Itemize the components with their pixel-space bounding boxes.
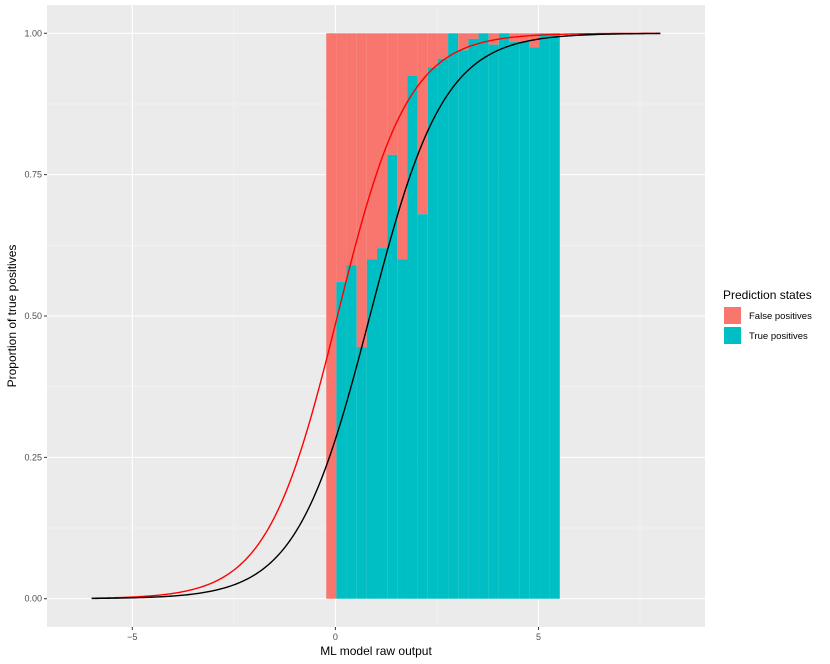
y-tick-label: 0.75 [24, 170, 42, 180]
y-axis-title: Proportion of true positives [5, 245, 19, 388]
bar-false-positives [346, 33, 357, 266]
bar-false-positives [407, 33, 418, 76]
bar-false-positives [377, 33, 388, 249]
bar-false-positives [356, 33, 367, 348]
bar-false-positives [519, 33, 530, 42]
bar-true-positives [366, 259, 378, 599]
y-axis: 0.00 0.25 0.50 0.75 1.00 [24, 28, 47, 604]
bar-true-positives [387, 154, 398, 599]
bar-true-positives [488, 44, 499, 599]
legend-title: Prediction states [723, 288, 812, 302]
x-axis: −5 0 5 [127, 627, 541, 642]
black-logistic-curve [91, 32, 661, 600]
bar-true-positives [336, 282, 347, 599]
bar-true-positives [509, 41, 520, 599]
x-tick-label: −5 [127, 632, 137, 642]
bar-true-positives [356, 347, 367, 599]
red-logistic-curve [91, 32, 661, 599]
x-axis-title: ML model raw output [320, 644, 432, 658]
bars [326, 33, 560, 599]
bar-false-positives [417, 33, 428, 215]
legend: Prediction states False positives True p… [723, 288, 812, 344]
bar-false-positives [336, 33, 347, 283]
bar-true-positives [407, 75, 418, 599]
bar-true-positives [397, 259, 408, 599]
bar-true-positives [346, 265, 357, 599]
bar-true-positives [549, 33, 560, 599]
bar-false-positives [458, 33, 469, 51]
y-tick-label: 0.00 [24, 594, 42, 604]
bar-true-positives [478, 33, 489, 599]
legend-key-true-positives [724, 327, 741, 344]
legend-key-false-positives [724, 307, 741, 324]
bar-false-positives [326, 33, 337, 599]
bar-false-positives [437, 33, 449, 59]
bar-true-positives [519, 41, 530, 599]
y-tick-label: 0.25 [24, 452, 42, 462]
bar-false-positives [397, 33, 408, 260]
y-tick-label: 0.50 [24, 311, 42, 321]
bar-true-positives [377, 248, 388, 599]
bar-false-positives [387, 33, 398, 155]
bar-false-positives [427, 33, 438, 68]
legend-label-true-positives: True positives [749, 331, 808, 342]
bar-true-positives [468, 38, 479, 599]
y-tick-label: 1.00 [24, 28, 42, 38]
bar-false-positives [468, 33, 479, 39]
x-tick-label: 5 [536, 632, 541, 642]
curves [91, 32, 661, 600]
bar-true-positives [498, 33, 510, 599]
bar-true-positives [427, 67, 438, 599]
x-tick-label: 0 [333, 632, 338, 642]
bar-true-positives [437, 58, 449, 599]
bar-false-positives [366, 33, 378, 260]
bar-true-positives [417, 214, 428, 599]
bar-false-positives [488, 33, 499, 45]
legend-label-false-positives: False positives [749, 311, 812, 322]
bar-true-positives [448, 33, 459, 599]
bar-true-positives [539, 33, 550, 599]
bar-true-positives [458, 50, 469, 599]
bar-true-positives [529, 47, 540, 599]
